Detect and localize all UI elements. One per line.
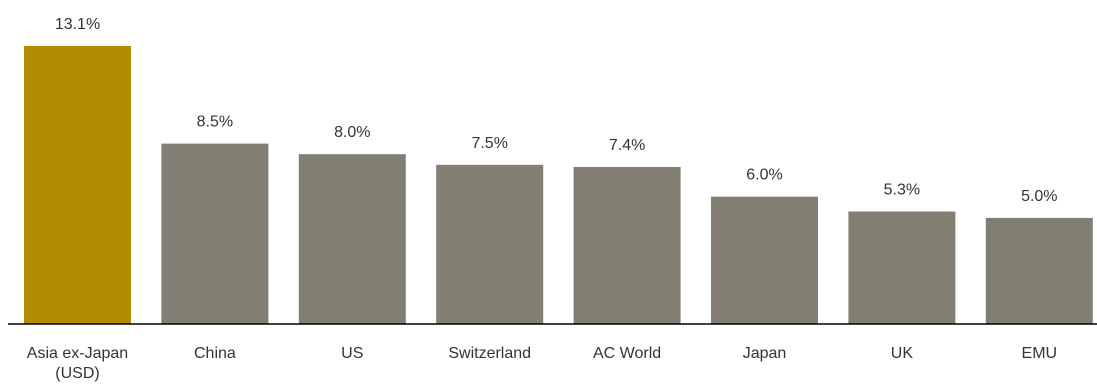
category-label: US: [341, 345, 363, 362]
category-label: (USD): [55, 365, 99, 382]
bar: [711, 196, 818, 324]
data-label: 8.5%: [197, 114, 233, 131]
data-label: 5.3%: [884, 182, 920, 199]
data-label: 7.5%: [471, 135, 507, 152]
bars-layer: [24, 46, 1093, 324]
category-label: Switzerland: [448, 345, 531, 362]
category-label: AC World: [593, 345, 661, 362]
bar: [436, 164, 544, 324]
category-label: Asia ex-Japan: [27, 345, 128, 362]
value-labels-layer: 13.1% 8.5% 8.0% 7.5% 7.4% 6.0% 5.3% 5.0%: [55, 16, 1058, 205]
data-label: 5.0%: [1021, 188, 1057, 205]
bar: [985, 217, 1093, 324]
category-label: EMU: [1022, 345, 1058, 362]
data-label: 13.1%: [55, 16, 100, 33]
category-label: UK: [891, 345, 914, 362]
bar: [298, 154, 406, 324]
bar: [848, 211, 956, 324]
category-label: China: [194, 345, 236, 362]
bar: [24, 46, 131, 324]
data-label: 6.0%: [746, 167, 782, 184]
category-labels-layer: Asia ex-Japan (USD) China US Switzerland AC W…: [27, 345, 1057, 382]
bar: [161, 143, 269, 324]
bar: [573, 167, 681, 324]
data-label: 7.4%: [609, 137, 645, 154]
data-label: 8.0%: [334, 124, 370, 141]
category-label: Japan: [743, 345, 787, 362]
